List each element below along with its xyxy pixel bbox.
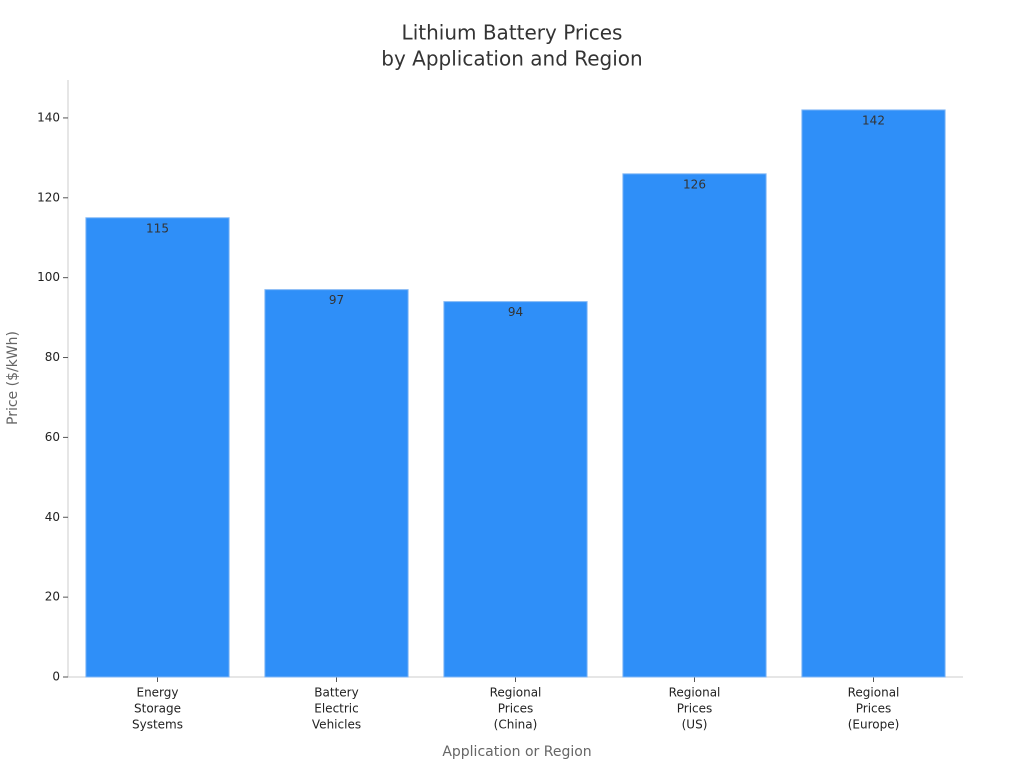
y-tick-label: 80 — [45, 350, 60, 364]
x-tick-label: Regional — [848, 686, 900, 700]
x-tick-label: Energy — [136, 686, 178, 700]
bar — [801, 109, 946, 678]
x-tick-label: Vehicles — [312, 718, 361, 732]
value-label: 115 — [146, 221, 169, 235]
y-tick-label: 0 — [52, 670, 60, 684]
x-tick-label: Electric — [314, 702, 358, 716]
x-tick-label: Prices — [677, 702, 713, 716]
chart-title: by Application and Region — [381, 47, 642, 71]
x-tick-label: Regional — [490, 686, 542, 700]
y-tick-label: 120 — [37, 190, 60, 204]
bar — [264, 289, 409, 678]
y-tick-label: 60 — [45, 430, 60, 444]
bar — [443, 301, 588, 678]
x-tick-label: Prices — [498, 702, 534, 716]
y-tick-label: 20 — [45, 590, 60, 604]
x-tick-label: Regional — [669, 686, 721, 700]
x-tick-label: Systems — [132, 718, 183, 732]
bar — [85, 217, 230, 678]
value-label: 97 — [329, 293, 344, 307]
x-tick-label: (US) — [682, 718, 708, 732]
value-label: 94 — [508, 305, 523, 319]
x-tick-label: Prices — [856, 702, 892, 716]
chart-title: Lithium Battery Prices — [402, 21, 623, 45]
y-tick-label: 140 — [37, 110, 60, 124]
y-tick-label: 40 — [45, 510, 60, 524]
x-axis-label: Application or Region — [442, 744, 591, 760]
y-tick-label: 100 — [37, 270, 60, 284]
x-tick-label: (Europe) — [848, 718, 900, 732]
y-axis-label: Price ($/kWh) — [5, 331, 21, 425]
bar — [622, 173, 767, 678]
x-tick-label: Battery — [314, 686, 358, 700]
value-label: 126 — [683, 177, 706, 191]
x-tick-label: (China) — [494, 718, 538, 732]
value-label: 142 — [862, 113, 885, 127]
x-tick-label: Storage — [134, 702, 181, 716]
